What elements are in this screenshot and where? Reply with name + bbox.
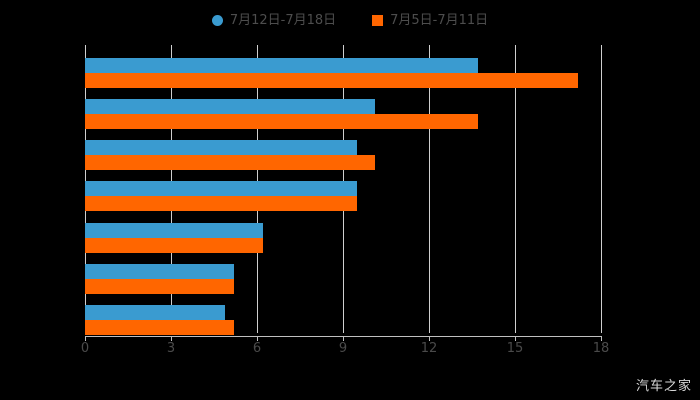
plot-area: 美国法国德国其他韩国日本中国 [85,45,602,335]
x-axis-tick [429,337,430,341]
x-axis-tick [343,337,344,341]
x-axis-tick-label: 0 [80,341,90,356]
gridline [515,45,516,333]
legend-label-series-1: 7月5日-7月11日 [390,12,489,28]
bar[interactable] [85,58,478,73]
square-marker-icon [372,14,384,26]
watermark: 汽车之家 [635,379,692,394]
chart-legend: 7月12日-7月18日 7月5日-7月11日 [0,8,700,32]
bar[interactable] [85,222,263,238]
legend-label-series-0: 7月12日-7月18日 [229,12,337,28]
x-axis-line [85,336,602,337]
x-axis-tick [515,337,516,341]
circle-marker-icon [211,14,223,26]
x-axis-tick [85,337,86,341]
x-axis-tick-label: 12 [420,341,438,356]
bar[interactable] [85,237,263,253]
gridline [429,45,430,333]
x-axis-tick-label: 18 [592,341,610,356]
x-axis-tick-label: 6 [252,341,262,356]
bar[interactable] [85,278,235,294]
legend-item-series-1[interactable]: 7月5日-7月11日 [372,14,488,27]
legend-item-series-0[interactable]: 7月12日-7月18日 [211,12,337,28]
bar[interactable] [85,140,358,156]
gridline [601,45,602,333]
x-axis-tick-label: 15 [506,341,524,356]
bar[interactable] [85,319,235,335]
x-axis-tick [257,337,258,341]
bar[interactable] [85,114,478,130]
x-axis-tick-label: 9 [338,341,348,356]
bar[interactable] [85,73,579,88]
bar[interactable] [85,304,226,320]
bar[interactable] [85,263,235,279]
bar[interactable] [85,181,358,197]
bar[interactable] [85,99,375,115]
x-axis-tick-label: 3 [166,341,176,356]
x-axis-tick [601,337,602,341]
bar[interactable] [85,155,375,171]
bar[interactable] [85,196,358,212]
x-axis-tick [171,337,172,341]
